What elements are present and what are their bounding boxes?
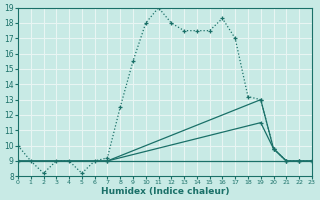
X-axis label: Humidex (Indice chaleur): Humidex (Indice chaleur)	[101, 187, 229, 196]
